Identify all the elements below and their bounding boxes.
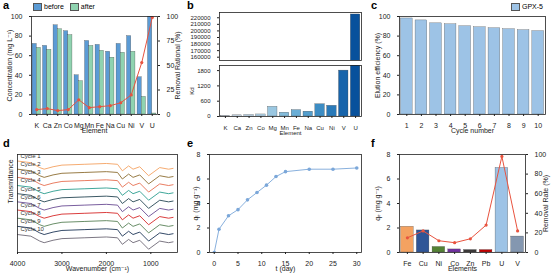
svg-text:Elution efficiency (%): Elution efficiency (%) bbox=[374, 33, 382, 98]
svg-text:Elements: Elements bbox=[448, 265, 478, 272]
svg-text:Co: Co bbox=[257, 125, 265, 131]
svg-text:5: 5 bbox=[236, 260, 240, 267]
svg-text:10: 10 bbox=[258, 260, 266, 267]
svg-text:Ca: Ca bbox=[43, 122, 52, 129]
svg-text:Cycle 1: Cycle 1 bbox=[21, 153, 42, 159]
svg-text:Na: Na bbox=[304, 125, 312, 131]
svg-text:170000: 170000 bbox=[190, 48, 211, 54]
svg-text:210000: 210000 bbox=[190, 21, 211, 27]
svg-text:Transmittance: Transmittance bbox=[7, 159, 14, 203]
svg-text:1: 1 bbox=[405, 122, 409, 129]
svg-text:Cycle 10: Cycle 10 bbox=[21, 226, 45, 232]
svg-text:Kd: Kd bbox=[189, 87, 195, 94]
svg-text:60: 60 bbox=[15, 52, 23, 59]
svg-text:Cycle 4: Cycle 4 bbox=[21, 177, 42, 183]
svg-text:Pb: Pb bbox=[482, 260, 491, 267]
svg-text:1200: 1200 bbox=[197, 83, 211, 89]
svg-text:3: 3 bbox=[434, 122, 438, 129]
svg-text:0: 0 bbox=[19, 111, 23, 118]
svg-text:6: 6 bbox=[387, 175, 391, 182]
svg-text:190000: 190000 bbox=[190, 34, 211, 40]
svg-text:600: 600 bbox=[200, 98, 211, 104]
svg-text:Cu: Cu bbox=[316, 125, 324, 131]
svg-text:1800: 1800 bbox=[197, 68, 211, 74]
svg-text:Concentration (mg L⁻¹): Concentration (mg L⁻¹) bbox=[6, 30, 14, 102]
svg-text:t (day): t (day) bbox=[276, 265, 296, 273]
svg-text:Cycle 5: Cycle 5 bbox=[21, 186, 42, 192]
svg-text:0: 0 bbox=[167, 111, 171, 118]
svg-text:Cycle 8: Cycle 8 bbox=[21, 210, 42, 216]
svg-text:10: 10 bbox=[534, 122, 542, 129]
svg-text:Removal Rational (%): Removal Rational (%) bbox=[174, 31, 182, 99]
svg-text:V: V bbox=[515, 260, 520, 267]
svg-text:8: 8 bbox=[507, 122, 511, 129]
svg-text:Ca: Ca bbox=[233, 125, 241, 131]
svg-text:25: 25 bbox=[329, 260, 337, 267]
svg-text:Ni: Ni bbox=[128, 122, 135, 129]
svg-text:Co: Co bbox=[64, 122, 73, 129]
svg-text:Mg: Mg bbox=[269, 125, 277, 131]
svg-text:0: 0 bbox=[212, 260, 216, 267]
svg-text:160000: 160000 bbox=[190, 54, 211, 60]
svg-text:80: 80 bbox=[15, 32, 23, 39]
svg-text:Cycle 2: Cycle 2 bbox=[21, 161, 42, 167]
svg-text:Ni: Ni bbox=[436, 260, 443, 267]
svg-text:40: 40 bbox=[383, 72, 391, 79]
svg-text:20: 20 bbox=[15, 91, 23, 98]
svg-text:Element: Element bbox=[279, 130, 301, 136]
svg-text:V: V bbox=[342, 125, 346, 131]
svg-text:100: 100 bbox=[11, 13, 23, 20]
svg-text:Cycle 7: Cycle 7 bbox=[21, 202, 42, 208]
svg-text:Ni: Ni bbox=[329, 125, 335, 131]
svg-text:30: 30 bbox=[353, 260, 361, 267]
svg-text:qₜ (mg g⁻¹): qₜ (mg g⁻¹) bbox=[192, 186, 200, 220]
svg-text:Element: Element bbox=[82, 127, 108, 134]
svg-text:60: 60 bbox=[383, 52, 391, 59]
svg-text:8: 8 bbox=[387, 151, 391, 158]
svg-text:40: 40 bbox=[15, 72, 23, 79]
svg-text:K: K bbox=[34, 122, 39, 129]
svg-text:100: 100 bbox=[535, 151, 547, 158]
svg-text:0: 0 bbox=[387, 111, 391, 118]
svg-text:V: V bbox=[139, 122, 144, 129]
svg-text:Cu: Cu bbox=[419, 260, 428, 267]
svg-text:Removal Rate (%): Removal Rate (%) bbox=[542, 175, 550, 232]
svg-text:100: 100 bbox=[379, 13, 391, 20]
svg-text:Cycle 3: Cycle 3 bbox=[21, 169, 42, 175]
svg-text:Cu: Cu bbox=[116, 122, 125, 129]
svg-text:0: 0 bbox=[207, 113, 211, 119]
svg-text:Cycle 9: Cycle 9 bbox=[21, 218, 42, 224]
svg-text:4: 4 bbox=[387, 200, 391, 207]
svg-text:2: 2 bbox=[197, 224, 201, 231]
svg-text:Fe: Fe bbox=[403, 260, 411, 267]
svg-text:qₑ (mg g⁻¹): qₑ (mg g⁻¹) bbox=[374, 186, 382, 221]
svg-text:8: 8 bbox=[197, 151, 201, 158]
svg-text:80: 80 bbox=[383, 32, 391, 39]
svg-text:180000: 180000 bbox=[190, 41, 211, 47]
svg-text:1000: 1000 bbox=[143, 260, 159, 267]
svg-text:K: K bbox=[223, 125, 227, 131]
svg-text:Cycle number: Cycle number bbox=[451, 127, 495, 135]
svg-text:9: 9 bbox=[522, 122, 526, 129]
svg-text:20: 20 bbox=[383, 91, 391, 98]
svg-text:0: 0 bbox=[535, 249, 539, 256]
svg-text:200000: 200000 bbox=[190, 28, 211, 34]
svg-text:Cycle 6: Cycle 6 bbox=[21, 194, 42, 200]
svg-text:4000: 4000 bbox=[10, 260, 26, 267]
svg-text:220000: 220000 bbox=[190, 15, 211, 21]
svg-text:Zn: Zn bbox=[246, 125, 253, 131]
svg-text:20: 20 bbox=[305, 260, 313, 267]
svg-text:U: U bbox=[499, 260, 504, 267]
svg-text:2: 2 bbox=[387, 224, 391, 231]
svg-text:Zn: Zn bbox=[54, 122, 62, 129]
svg-text:Wavenumber (cm⁻¹): Wavenumber (cm⁻¹) bbox=[66, 265, 129, 273]
svg-text:2: 2 bbox=[419, 122, 423, 129]
svg-text:0: 0 bbox=[197, 249, 201, 256]
svg-text:U: U bbox=[150, 122, 155, 129]
svg-text:100: 100 bbox=[167, 13, 179, 20]
svg-text:U: U bbox=[353, 125, 357, 131]
svg-text:0: 0 bbox=[387, 249, 391, 256]
svg-text:6: 6 bbox=[197, 175, 201, 182]
